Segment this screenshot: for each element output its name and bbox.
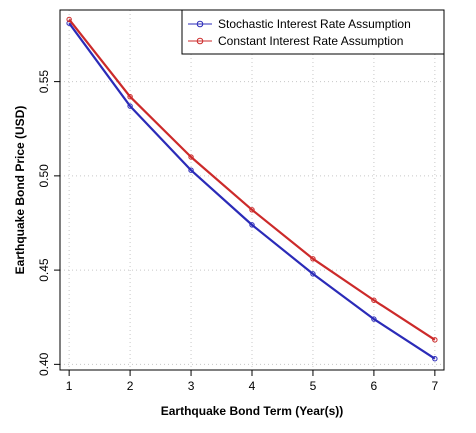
legend-label: Constant Interest Rate Assumption [218,34,403,48]
x-tick-label: 2 [127,379,134,393]
data-point [371,297,377,303]
x-axis: 1 2 3 4 5 6 7 [66,370,439,393]
data-point [432,337,438,343]
series-line [68,22,436,360]
y-tick-label: 0.40 [37,352,51,376]
data-point [371,316,377,322]
x-tick-label: 4 [249,379,256,393]
data-point [66,16,72,23]
legend-label: Stochastic Interest Rate Assumption [218,17,411,31]
y-tick-label: 0.55 [37,70,51,94]
data-point [188,154,194,160]
x-tick-label: 1 [66,379,73,393]
y-tick-label: 0.50 [37,164,51,188]
y-axis-title: Earthquake Bond Price (USD) [13,106,27,275]
x-tick-label: 6 [371,379,378,393]
grid [60,10,444,370]
legend-box [181,9,445,55]
series-layer [66,16,438,362]
y-tick-label: 0.45 [37,258,51,282]
data-point [249,207,255,213]
x-tick-label: 7 [432,379,439,393]
legend: Stochastic Interest Rate Assumption Const… [181,9,445,55]
x-axis-title: Earthquake Bond Term (Year(s)) [161,404,343,418]
series-line [68,18,436,341]
data-point [127,94,133,100]
data-point [310,271,316,277]
data-point [249,222,255,228]
data-point [432,355,438,362]
data-point [127,103,133,109]
legend-swatch-marker [196,37,204,45]
y-axis: 0.40 0.45 0.50 0.55 [37,70,60,376]
x-tick-label: 5 [310,379,317,393]
data-point [310,256,316,262]
data-point [188,167,194,173]
legend-swatch-marker [196,20,204,28]
x-tick-label: 3 [188,379,195,393]
series-2 [66,16,438,343]
